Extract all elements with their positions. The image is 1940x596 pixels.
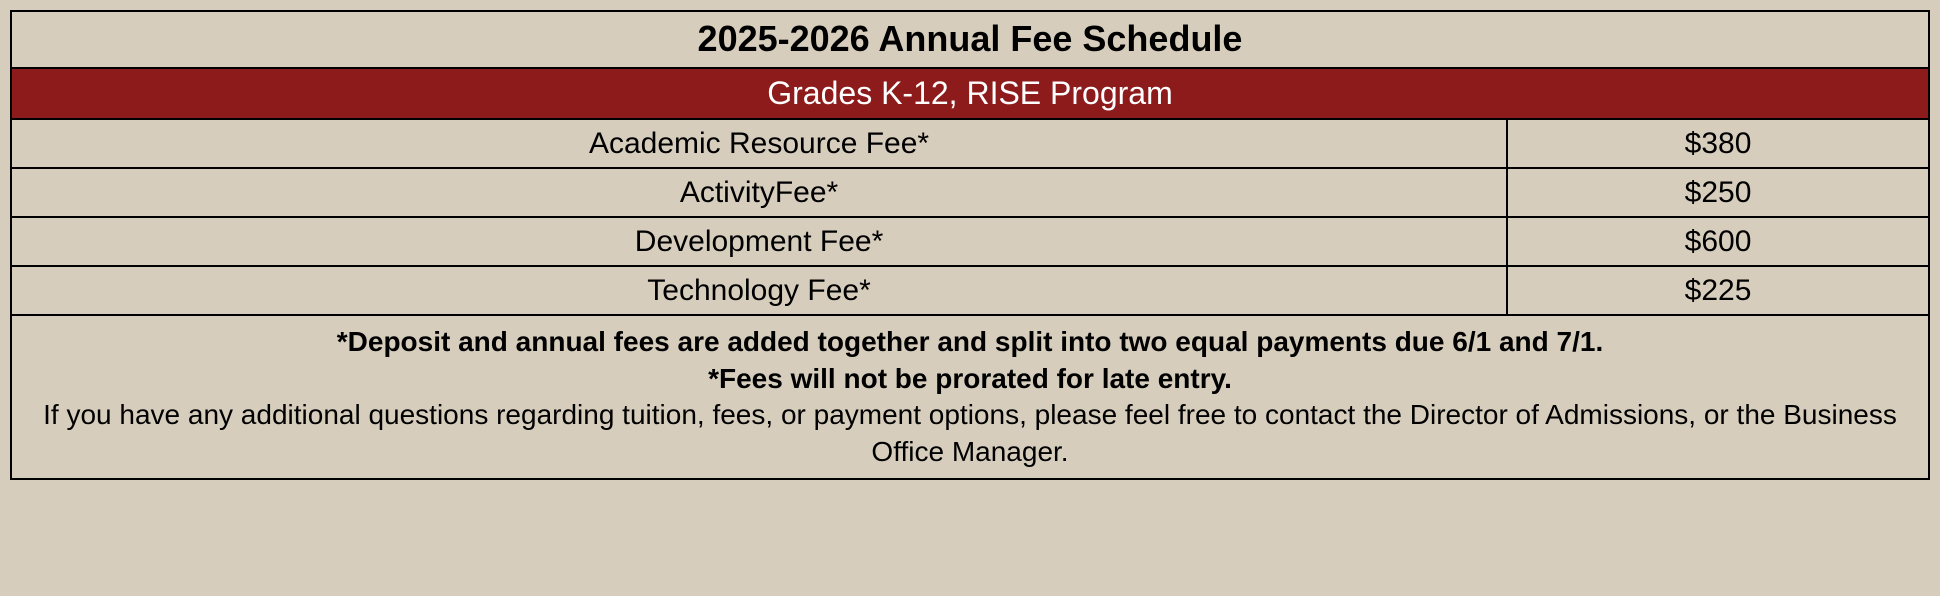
fee-amount: $225 xyxy=(1507,266,1929,315)
fee-schedule-table: 2025-2026 Annual Fee Schedule Grades K-1… xyxy=(10,10,1930,480)
fee-label: Academic Resource Fee* xyxy=(11,119,1507,168)
fee-amount: $380 xyxy=(1507,119,1929,168)
table-row: Development Fee* $600 xyxy=(11,217,1929,266)
table-subtitle: Grades K-12, RISE Program xyxy=(11,68,1929,120)
footer-bold-line2: *Fees will not be prorated for late entr… xyxy=(708,363,1232,394)
footer-row: *Deposit and annual fees are added toget… xyxy=(11,315,1929,479)
fee-label: Technology Fee* xyxy=(11,266,1507,315)
fee-label: Development Fee* xyxy=(11,217,1507,266)
footer-bold-line1: *Deposit and annual fees are added toget… xyxy=(337,326,1603,357)
table-row: Technology Fee* $225 xyxy=(11,266,1929,315)
title-row: 2025-2026 Annual Fee Schedule xyxy=(11,11,1929,68)
fee-label: ActivityFee* xyxy=(11,168,1507,217)
table-row: ActivityFee* $250 xyxy=(11,168,1929,217)
table-row: Academic Resource Fee* $380 xyxy=(11,119,1929,168)
footer-cell: *Deposit and annual fees are added toget… xyxy=(11,315,1929,479)
fee-amount: $250 xyxy=(1507,168,1929,217)
fee-amount: $600 xyxy=(1507,217,1929,266)
footer-text: If you have any additional questions reg… xyxy=(43,399,1897,466)
table-title: 2025-2026 Annual Fee Schedule xyxy=(11,11,1929,68)
subtitle-row: Grades K-12, RISE Program xyxy=(11,68,1929,120)
